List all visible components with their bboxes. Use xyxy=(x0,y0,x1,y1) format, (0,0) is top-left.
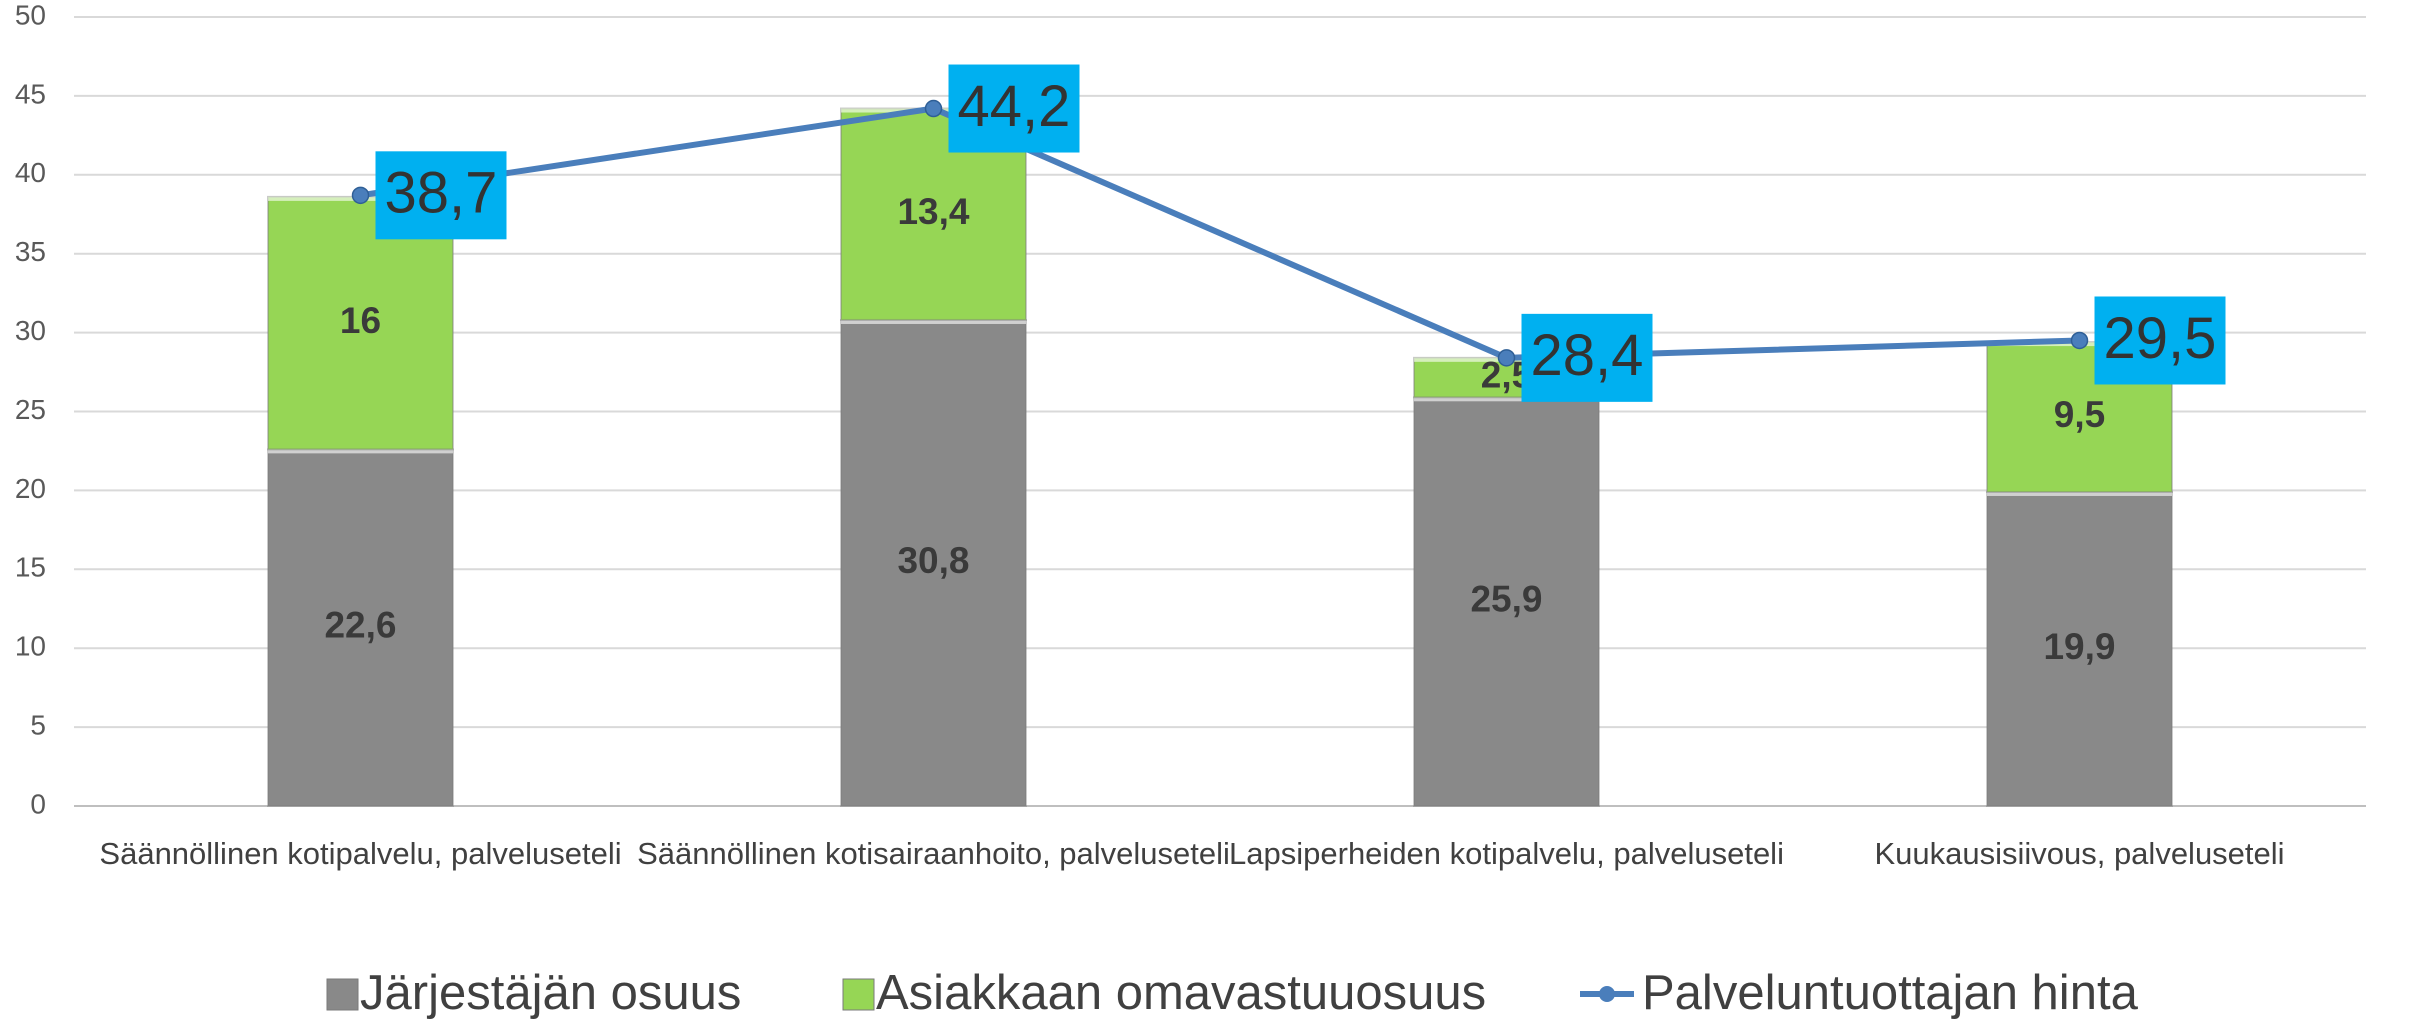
line-label: 38,7 xyxy=(385,161,498,226)
y-tick-label: 5 xyxy=(30,709,46,740)
x-tick-label: Säännöllinen kotisairaanhoito, palveluse… xyxy=(637,836,1230,871)
bar-label: 25,9 xyxy=(1470,578,1542,619)
bar-label: 9,5 xyxy=(2054,394,2105,435)
bar-segment xyxy=(267,448,454,807)
y-tick-label: 10 xyxy=(15,631,46,662)
line-label-box xyxy=(1521,313,1653,402)
legend-label: Asiakkaan omavastuuosuus xyxy=(876,966,1486,1020)
line-label-box xyxy=(948,64,1080,153)
bar-label: 16 xyxy=(340,300,381,341)
x-tick-label: Kuukausisiivous, palveluseteli xyxy=(1874,836,2284,871)
y-tick-label: 50 xyxy=(15,0,46,30)
legend-label: Palveluntuottajan hinta xyxy=(1642,966,2139,1020)
x-tick-label: Säännöllinen kotipalvelu, palveluseteli xyxy=(99,836,621,871)
line-label-box xyxy=(375,151,507,240)
line-label: 44,2 xyxy=(958,74,1071,139)
x-tick-label: Lapsiperheiden kotipalvelu, palvelusetel… xyxy=(1229,836,1784,871)
legend-swatch xyxy=(326,978,359,1011)
legend-marker xyxy=(1599,986,1615,1002)
y-tick-label: 45 xyxy=(15,78,46,109)
bar-segment xyxy=(840,318,1027,807)
bar-label: 13,4 xyxy=(897,191,969,232)
bar-highlight xyxy=(1987,491,2172,496)
line-label-box xyxy=(2094,296,2226,385)
y-tick-label: 25 xyxy=(15,394,46,425)
line-label: 29,5 xyxy=(2104,306,2217,371)
y-tick-label: 40 xyxy=(15,157,46,188)
legend-label: Järjestäjän osuus xyxy=(360,966,741,1020)
bar-label: 22,6 xyxy=(324,604,396,645)
bar-label: 30,8 xyxy=(897,540,969,581)
legend-swatch xyxy=(842,978,875,1011)
bar-highlight xyxy=(1414,397,1599,402)
line-marker xyxy=(924,99,943,118)
bar-highlight xyxy=(268,449,453,454)
line-label: 28,4 xyxy=(1531,323,1644,388)
line-marker xyxy=(2070,331,2089,350)
bar-segment xyxy=(1413,396,1600,807)
y-tick-label: 30 xyxy=(15,315,46,346)
y-tick-label: 15 xyxy=(15,552,46,583)
y-tick-label: 20 xyxy=(15,473,46,504)
y-tick-label: 0 xyxy=(30,788,46,819)
line-marker xyxy=(1497,349,1516,367)
bar-segment xyxy=(1986,490,2173,807)
bar-label: 19,9 xyxy=(2043,626,2115,667)
y-tick-label: 35 xyxy=(15,236,46,267)
line-marker xyxy=(351,186,370,205)
line xyxy=(360,105,2080,361)
bar-highlight xyxy=(841,319,1026,324)
